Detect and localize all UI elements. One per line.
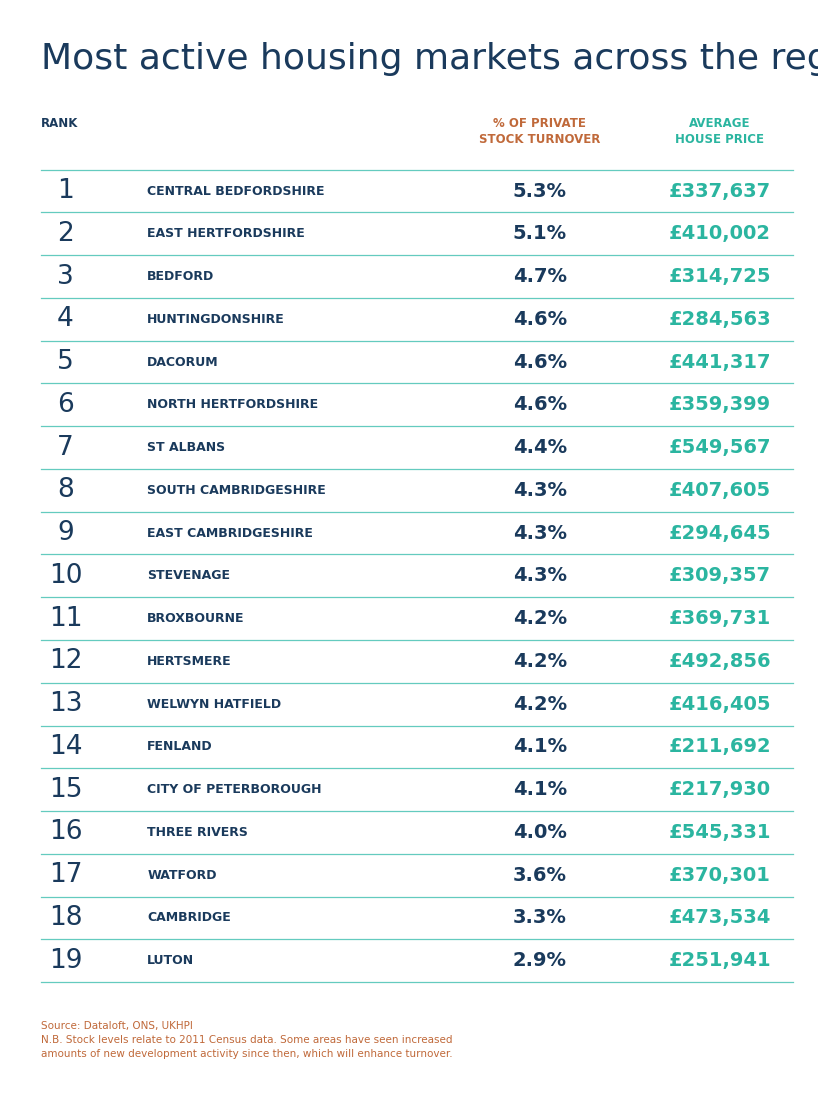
Text: 4.7%: 4.7% <box>513 267 567 286</box>
Text: £407,605: £407,605 <box>669 481 771 500</box>
Text: £473,534: £473,534 <box>668 908 771 927</box>
Text: 4.6%: 4.6% <box>513 353 567 372</box>
Text: 10: 10 <box>49 562 82 589</box>
Text: 5.3%: 5.3% <box>513 182 567 201</box>
Text: THREE RIVERS: THREE RIVERS <box>147 826 248 839</box>
Text: 4.2%: 4.2% <box>513 609 567 628</box>
Text: 17: 17 <box>49 863 82 888</box>
Text: £314,725: £314,725 <box>668 267 771 286</box>
Text: 3.6%: 3.6% <box>513 866 567 885</box>
Text: £359,399: £359,399 <box>669 395 771 414</box>
Text: £337,637: £337,637 <box>669 182 771 201</box>
Text: 4.1%: 4.1% <box>513 780 567 799</box>
Text: HERTSMERE: HERTSMERE <box>147 655 231 667</box>
Text: HUNTINGDONSHIRE: HUNTINGDONSHIRE <box>147 312 285 326</box>
Text: 4.1%: 4.1% <box>513 738 567 757</box>
Text: £410,002: £410,002 <box>669 224 771 243</box>
Text: EAST CAMBRIDGESHIRE: EAST CAMBRIDGESHIRE <box>147 527 313 540</box>
Text: LUTON: LUTON <box>147 954 195 968</box>
Text: £369,731: £369,731 <box>669 609 771 628</box>
Text: 7: 7 <box>57 434 74 461</box>
Text: £217,930: £217,930 <box>669 780 771 799</box>
Text: 4.2%: 4.2% <box>513 652 567 671</box>
Text: 4.4%: 4.4% <box>513 439 567 458</box>
Text: 2: 2 <box>57 221 74 247</box>
Text: 3: 3 <box>57 263 74 289</box>
Text: 3.3%: 3.3% <box>513 908 567 927</box>
Text: 19: 19 <box>49 947 82 973</box>
Text: 4: 4 <box>57 306 74 333</box>
Text: 4.6%: 4.6% <box>513 310 567 329</box>
Text: 1: 1 <box>57 179 74 204</box>
Text: SOUTH CAMBRIDGESHIRE: SOUTH CAMBRIDGESHIRE <box>147 484 326 497</box>
Text: £549,567: £549,567 <box>668 439 771 458</box>
Text: £251,941: £251,941 <box>668 951 771 970</box>
Text: £441,317: £441,317 <box>668 353 771 372</box>
Text: 14: 14 <box>49 734 82 760</box>
Text: EAST HERTFORDSHIRE: EAST HERTFORDSHIRE <box>147 228 305 240</box>
Text: NORTH HERTFORDSHIRE: NORTH HERTFORDSHIRE <box>147 398 318 412</box>
Text: £545,331: £545,331 <box>668 822 771 841</box>
Text: £370,301: £370,301 <box>669 866 771 885</box>
Text: £309,357: £309,357 <box>669 566 771 586</box>
Text: 4.3%: 4.3% <box>513 523 567 542</box>
Text: 16: 16 <box>49 819 82 846</box>
Text: CITY OF PETERBOROUGH: CITY OF PETERBOROUGH <box>147 783 321 796</box>
Text: CAMBRIDGE: CAMBRIDGE <box>147 912 231 924</box>
Text: 4.6%: 4.6% <box>513 395 567 414</box>
Text: BROXBOURNE: BROXBOURNE <box>147 612 245 625</box>
Text: FENLAND: FENLAND <box>147 740 213 753</box>
Text: £492,856: £492,856 <box>668 652 771 671</box>
Text: 8: 8 <box>57 478 74 503</box>
Text: 2.9%: 2.9% <box>513 951 567 970</box>
Text: WATFORD: WATFORD <box>147 868 217 882</box>
Text: 4.3%: 4.3% <box>513 566 567 586</box>
Text: ST ALBANS: ST ALBANS <box>147 441 226 454</box>
Text: £294,645: £294,645 <box>668 523 771 542</box>
Text: RANK: RANK <box>41 117 79 131</box>
Text: £211,692: £211,692 <box>668 738 771 757</box>
Text: CENTRAL BEDFORDSHIRE: CENTRAL BEDFORDSHIRE <box>147 184 325 198</box>
Text: 11: 11 <box>49 606 82 632</box>
Text: DACORUM: DACORUM <box>147 356 219 368</box>
Text: AVERAGE
HOUSE PRICE: AVERAGE HOUSE PRICE <box>676 117 764 146</box>
Text: 6: 6 <box>57 392 74 417</box>
Text: STEVENAGE: STEVENAGE <box>147 569 230 583</box>
Text: £416,405: £416,405 <box>668 694 771 713</box>
Text: WELWYN HATFIELD: WELWYN HATFIELD <box>147 698 281 711</box>
Text: 15: 15 <box>49 777 82 802</box>
Text: % OF PRIVATE
STOCK TURNOVER: % OF PRIVATE STOCK TURNOVER <box>479 117 600 146</box>
Text: 4.3%: 4.3% <box>513 481 567 500</box>
Text: 5: 5 <box>57 349 74 375</box>
Text: Most active housing markets across the region: Most active housing markets across the r… <box>41 42 818 76</box>
Text: 9: 9 <box>57 520 74 546</box>
Text: 4.2%: 4.2% <box>513 694 567 713</box>
Text: Source: Dataloft, ONS, UKHPI
N.B. Stock levels relate to 2011 Census data. Some : Source: Dataloft, ONS, UKHPI N.B. Stock … <box>41 1021 452 1059</box>
Text: £284,563: £284,563 <box>668 310 771 329</box>
Text: 5.1%: 5.1% <box>513 224 567 243</box>
Text: BEDFORD: BEDFORD <box>147 270 214 283</box>
Text: 12: 12 <box>49 648 82 674</box>
Text: 18: 18 <box>49 905 82 931</box>
Text: 13: 13 <box>49 691 82 718</box>
Text: 4.0%: 4.0% <box>513 822 567 841</box>
